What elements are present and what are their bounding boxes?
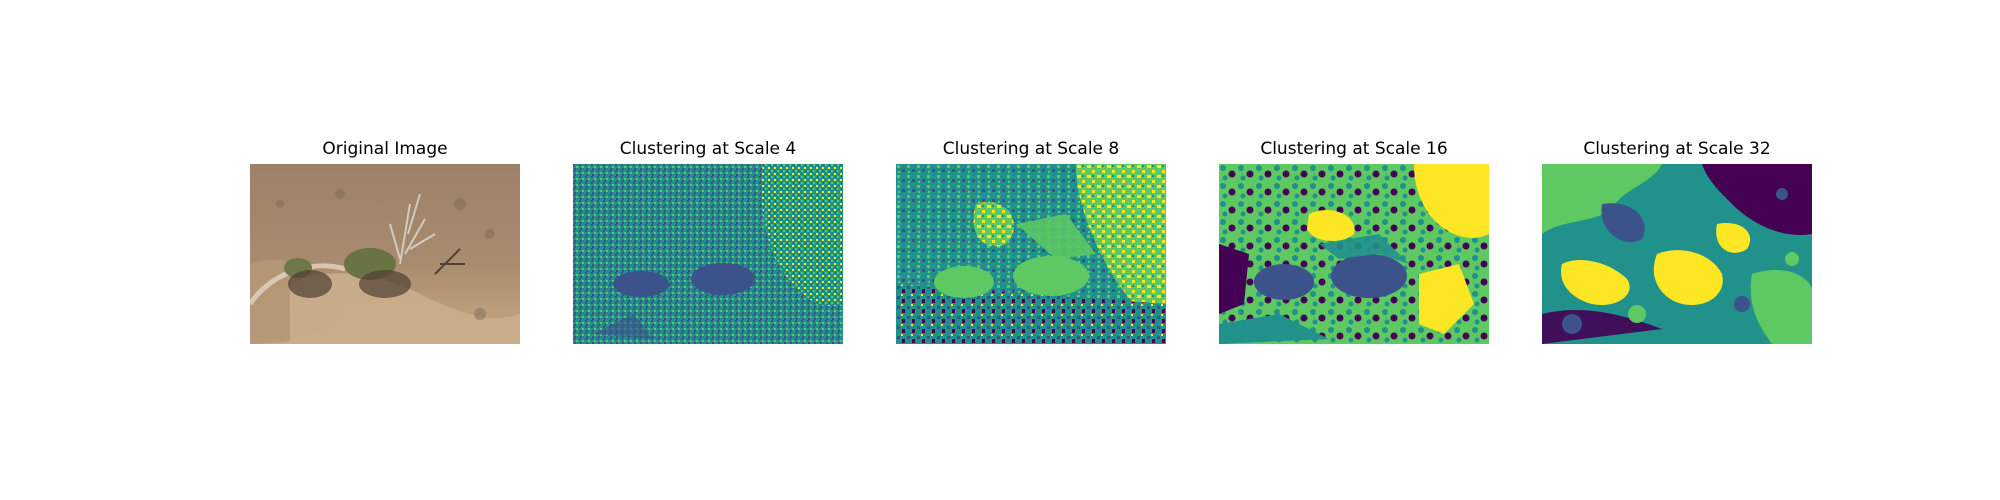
panel-title: Clustering at Scale 32 [1583, 139, 1771, 159]
panel-scale-4: Clustering at Scale 4 [573, 0, 843, 345]
cluster-map-scale-4 [573, 164, 843, 344]
cluster-map [1542, 164, 1812, 344]
panel-title: Original Image [322, 139, 448, 159]
panel-scale-8: Clustering at Scale 8 [896, 0, 1166, 345]
panel-title: Clustering at Scale 4 [619, 139, 797, 159]
cluster-map [1219, 164, 1489, 344]
cluster-map [896, 164, 1166, 344]
panel-title: Clustering at Scale 16 [1260, 139, 1448, 159]
panel-scale-16: Clustering at Scale 16 [1219, 0, 1489, 345]
cluster-map [573, 164, 843, 344]
cluster-map-scale-32 [1542, 164, 1812, 344]
panel-scale-32: Clustering at Scale 32 [1542, 0, 1812, 345]
original-photo [250, 164, 520, 344]
panel-original: Original Image [250, 0, 520, 345]
original-image [250, 164, 520, 344]
cluster-map-scale-16 [1219, 164, 1489, 344]
cluster-map-scale-8 [896, 164, 1166, 344]
panel-title: Clustering at Scale 8 [942, 139, 1120, 159]
